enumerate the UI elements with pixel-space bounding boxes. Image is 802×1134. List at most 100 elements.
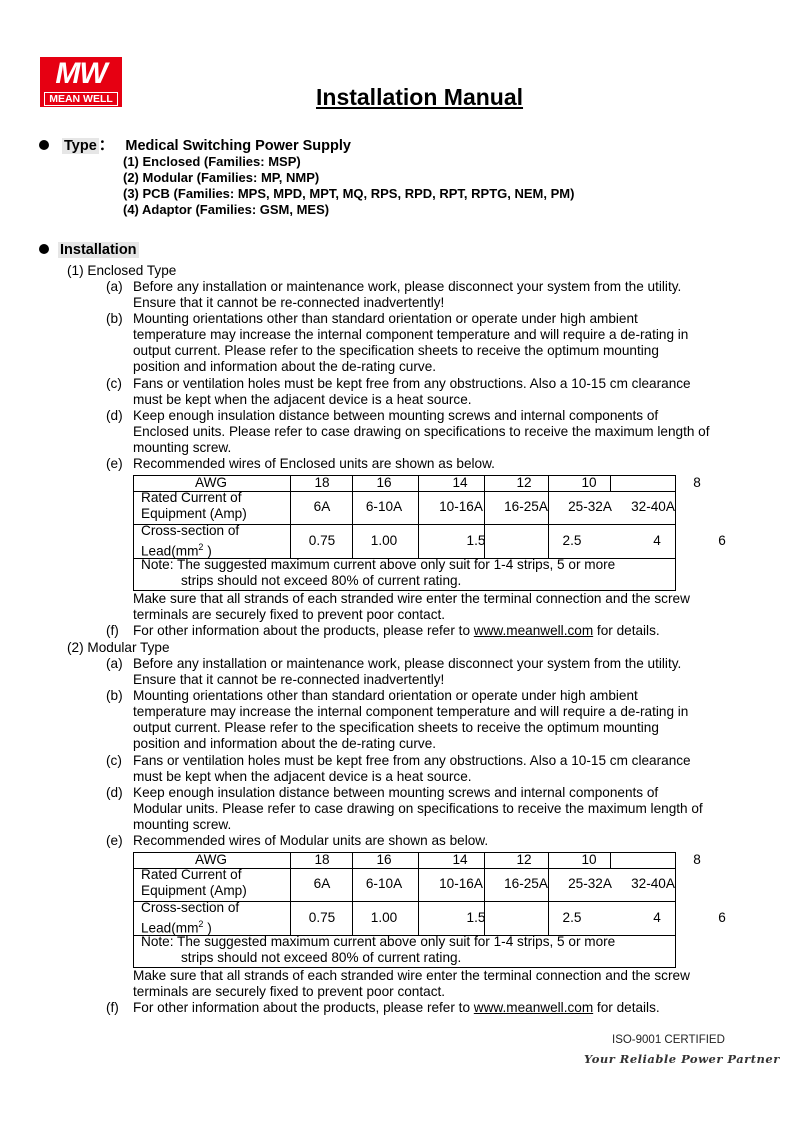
current-value: 25-32A: [568, 875, 612, 891]
section-label: Cross-section of: [141, 899, 240, 915]
current-value: 6-10A: [365, 875, 403, 891]
item-text: mounting screw.: [133, 816, 232, 832]
section-value: 1.5: [466, 532, 486, 548]
item-marker: (b): [106, 688, 123, 704]
awg-value: 16: [376, 474, 392, 490]
item-text: Keep enough insulation distance between …: [133, 407, 659, 423]
current-value: 32-40A: [631, 875, 675, 891]
section-label-text: Lead(mm: [141, 920, 199, 936]
item-marker: (e): [106, 456, 123, 472]
section-value: 1.00: [370, 909, 398, 925]
current-label: Rated Current of: [141, 866, 242, 882]
awg-value: 10: [581, 851, 597, 867]
item-text: Keep enough insulation distance between …: [133, 784, 659, 800]
table-rule: [133, 474, 134, 590]
type-item: (2) Modular (Families: MP, NMP): [123, 170, 320, 185]
logo-mark: MW: [55, 57, 107, 90]
bullet-icon: [39, 140, 49, 150]
table-rule: [133, 966, 676, 968]
table-rule: [675, 851, 676, 967]
mean-well-logo: MW MEAN WELL: [40, 57, 122, 107]
table-rule: [133, 474, 676, 476]
table-note: strips should not exceed 80% of current …: [181, 949, 462, 965]
table-rule: [352, 474, 353, 558]
current-value: 10-16A: [439, 498, 483, 514]
table-note: strips should not exceed 80% of current …: [181, 572, 462, 588]
details-text: For other information about the products…: [133, 1000, 660, 1016]
item-text: Ensure that it cannot be re-connected in…: [133, 672, 445, 687]
bullet-icon: [39, 244, 49, 254]
section-value: 2.5: [562, 909, 582, 925]
item-text: position and information about the de-ra…: [133, 359, 437, 375]
awg-value: 10: [581, 474, 597, 490]
current-value: 16-25A: [504, 498, 548, 514]
slogan: Your Reliable Power Partner: [584, 1052, 780, 1066]
awg-label: AWG: [195, 851, 227, 867]
type-item: (3) PCB (Families: MPS, MPD, MPT, MQ, RP…: [123, 186, 575, 201]
current-value: 6-10A: [365, 498, 403, 514]
item-text: must be kept when the adjacent device is…: [133, 391, 472, 407]
current-value: 6A: [313, 875, 331, 891]
item-marker: (c): [106, 375, 122, 391]
table-rule: [418, 851, 419, 935]
section-value: 4: [653, 909, 661, 925]
item-text: Ensure that it cannot be re-connected in…: [133, 295, 445, 310]
wire-note-text: Make sure that all strands of each stran…: [133, 967, 690, 983]
awg-value: 18: [314, 474, 330, 490]
table-note: Note: The suggested maximum current abov…: [141, 933, 616, 949]
section-label: Cross-section of: [141, 522, 240, 538]
table-rule: [133, 934, 676, 936]
superscript: 2: [198, 541, 204, 552]
section-value: 6: [718, 909, 726, 925]
item-text: Fans or ventilation holes must be kept f…: [133, 752, 691, 768]
section-heading: (2) Modular Type: [67, 640, 170, 655]
item-marker: (f): [106, 623, 119, 638]
current-label: Equipment (Amp): [141, 505, 247, 521]
type-row: Type： Medical Switching Power Supply: [62, 138, 351, 154]
section-label-close: ): [203, 543, 212, 559]
table-rule: [133, 557, 676, 559]
table-rule: [133, 867, 676, 869]
current-value: 10-16A: [439, 875, 483, 891]
section-label-text: Lead(mm: [141, 543, 199, 559]
wire-note-text: terminals are securely fixed to prevent …: [133, 606, 446, 622]
table-rule: [133, 490, 676, 492]
awg-label: AWG: [195, 474, 227, 490]
awg-value: 12: [516, 474, 532, 490]
details-pre: For other information about the products…: [133, 623, 474, 638]
section-value: 4: [653, 532, 661, 548]
current-value: 6A: [313, 498, 331, 514]
table-rule: [290, 474, 291, 558]
table-rule: [548, 851, 549, 935]
table-rule: [352, 851, 353, 935]
section-value: 0.75: [308, 532, 336, 548]
table-note: Note: The suggested maximum current abov…: [141, 556, 616, 572]
logo-text: MEAN WELL: [44, 92, 118, 106]
current-value: 32-40A: [631, 498, 675, 514]
table-rule: [418, 474, 419, 558]
awg-value: 8: [693, 474, 701, 490]
item-marker: (b): [106, 311, 123, 327]
awg-value: 18: [314, 851, 330, 867]
meanwell-link[interactable]: www.meanwell.com: [473, 1000, 594, 1015]
item-text: must be kept when the adjacent device is…: [133, 768, 472, 784]
item-text: output current. Please refer to the spec…: [133, 343, 659, 359]
table-rule: [133, 523, 676, 525]
item-marker: (f): [106, 1000, 119, 1015]
type-colon: ：: [98, 138, 114, 154]
item-text: Recommended wires of Enclosed units are …: [133, 456, 495, 472]
current-label: Equipment (Amp): [141, 882, 247, 898]
item-marker: (e): [106, 833, 123, 849]
item-text: temperature may increase the internal co…: [133, 704, 689, 720]
table-rule: [610, 474, 611, 491]
details-post: for details.: [593, 1000, 660, 1015]
section-heading: (1) Enclosed Type: [67, 263, 177, 278]
details-post: for details.: [593, 623, 660, 638]
type-item: (4) Adaptor (Families: GSM, MES): [123, 202, 330, 217]
item-text: position and information about the de-ra…: [133, 736, 437, 752]
meanwell-link[interactable]: www.meanwell.com: [473, 623, 594, 638]
type-item: (1) Enclosed (Families: MSP): [123, 154, 301, 169]
item-text: Before any installation or maintenance w…: [133, 279, 682, 294]
section-label: Lead(mm2 ): [141, 539, 212, 560]
item-text: temperature may increase the internal co…: [133, 327, 689, 343]
